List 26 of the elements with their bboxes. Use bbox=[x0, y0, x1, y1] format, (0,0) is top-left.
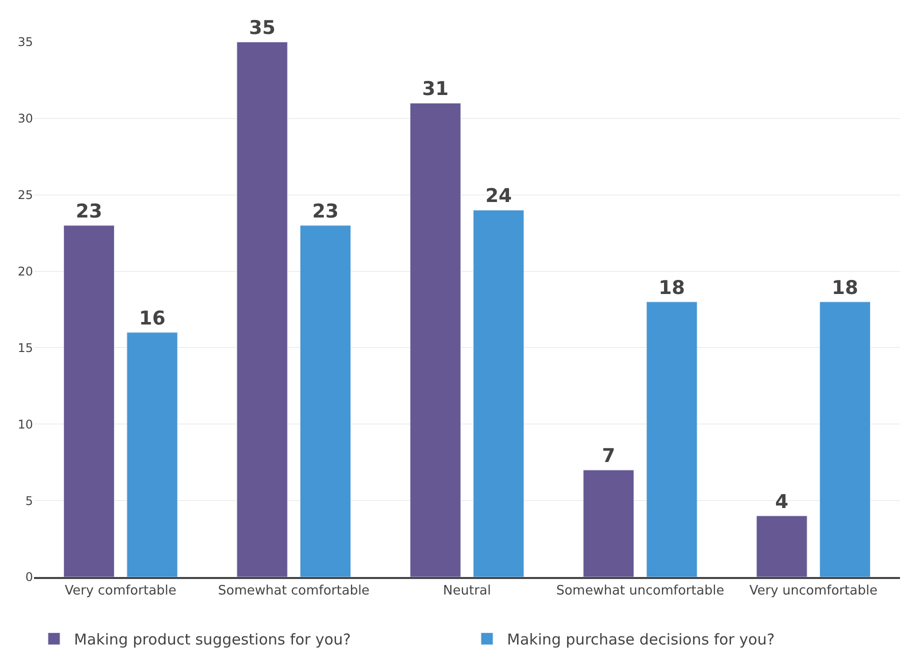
x-tick-label: Very comfortable bbox=[64, 584, 176, 599]
y-tick-label: 15 bbox=[18, 340, 33, 355]
x-tick-label: Somewhat uncomfortable bbox=[556, 584, 724, 599]
y-tick-label: 30 bbox=[18, 112, 33, 126]
data-label: 16 bbox=[138, 307, 166, 330]
y-tick-label: 35 bbox=[18, 35, 33, 50]
y-tick-label: 0 bbox=[25, 570, 33, 584]
x-tick-label: Somewhat comfortable bbox=[218, 584, 370, 599]
data-label: 24 bbox=[485, 185, 512, 208]
bar bbox=[756, 516, 808, 577]
y-tick-label: 5 bbox=[25, 494, 33, 508]
x-tick-label: Very uncomfortable bbox=[749, 584, 878, 599]
data-label: 23 bbox=[76, 200, 102, 222]
y-tick-label: 25 bbox=[18, 188, 33, 202]
legend-label: Making product suggestions for you? bbox=[74, 630, 351, 649]
data-label: 18 bbox=[832, 276, 858, 299]
legend-label: Making purchase decisions for you? bbox=[507, 630, 775, 649]
y-tick-label: 20 bbox=[18, 264, 33, 278]
data-label: 4 bbox=[775, 490, 788, 513]
data-label: 18 bbox=[658, 276, 686, 299]
data-label: 35 bbox=[248, 17, 276, 39]
x-tick-label: Neutral bbox=[443, 584, 491, 599]
y-tick-label: 10 bbox=[18, 417, 33, 432]
data-label: 7 bbox=[602, 445, 616, 467]
data-label: 31 bbox=[422, 78, 449, 100]
data-label: 23 bbox=[312, 200, 339, 222]
